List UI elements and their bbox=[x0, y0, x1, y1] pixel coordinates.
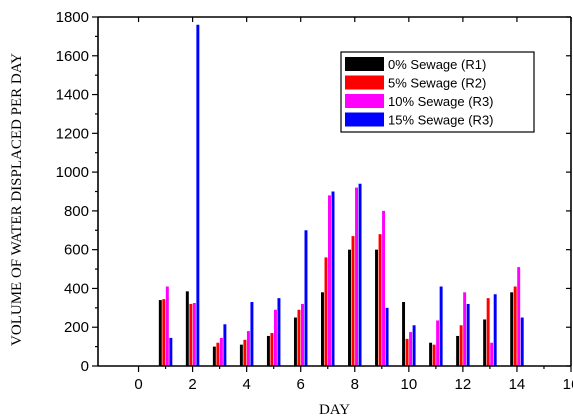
legend-swatch bbox=[345, 112, 384, 127]
x-tick-label: 12 bbox=[455, 376, 472, 393]
bar-day-7-series-4 bbox=[331, 191, 335, 366]
bar-day-11-series-2 bbox=[432, 344, 436, 366]
x-tick-label: 2 bbox=[188, 376, 196, 393]
y-axis-title: VOLUME OF WATER DISPLACED PER DAY bbox=[9, 53, 25, 346]
bar-day-13-series-1 bbox=[483, 319, 487, 366]
bar-day-1-series-4 bbox=[169, 337, 173, 366]
bar-day-3-series-1 bbox=[212, 346, 216, 366]
bar-day-11-series-3 bbox=[436, 320, 440, 366]
bar-day-6-series-4 bbox=[304, 230, 308, 366]
bar-day-4-series-2 bbox=[243, 339, 247, 366]
bar-day-4-series-4 bbox=[250, 302, 254, 366]
bar-day-2-series-3 bbox=[192, 302, 196, 366]
bar-day-5-series-1 bbox=[266, 335, 270, 366]
bar-day-14-series-3 bbox=[517, 267, 521, 366]
bar-day-8-series-3 bbox=[355, 187, 358, 366]
bar-day-10-series-3 bbox=[409, 332, 413, 366]
bar-day-9-series-1 bbox=[375, 249, 378, 366]
bar-day-12-series-1 bbox=[456, 335, 460, 366]
bar-day-10-series-1 bbox=[402, 302, 406, 366]
bar-day-9-series-4 bbox=[385, 307, 389, 366]
bar-day-12-series-2 bbox=[459, 325, 463, 366]
bar-day-2-series-2 bbox=[189, 303, 193, 366]
bar-day-14-series-4 bbox=[520, 317, 524, 366]
ticks-layer: 0 2 4 6 8 10 12 14 16 0 200 400 600 800 1000 1200 1400 16… bbox=[56, 9, 573, 393]
y-tick-label: 600 bbox=[64, 242, 89, 259]
bar-day-3-series-3 bbox=[219, 337, 223, 366]
bar-day-9-series-2 bbox=[378, 234, 382, 366]
x-tick-label: 4 bbox=[242, 376, 250, 393]
bar-day-8-series-1 bbox=[348, 249, 351, 366]
bar-day-7-series-3 bbox=[328, 195, 331, 366]
y-tick-label: 1200 bbox=[56, 125, 89, 142]
bar-day-1-series-1 bbox=[158, 300, 162, 366]
bar-day-8-series-2 bbox=[351, 236, 355, 366]
legend-label: 15% Sewage (R3) bbox=[388, 113, 494, 128]
bar-day-14-series-2 bbox=[513, 286, 517, 366]
x-tick-label: 10 bbox=[400, 376, 417, 393]
y-tick-label: 1000 bbox=[56, 164, 89, 181]
bar-day-13-series-2 bbox=[486, 298, 490, 366]
x-tick-label: 0 bbox=[134, 376, 142, 393]
x-tick-label: 16 bbox=[563, 376, 573, 393]
legend-swatch bbox=[345, 75, 384, 90]
bars-layer bbox=[158, 24, 524, 366]
bar-day-3-series-2 bbox=[216, 342, 220, 366]
bar-day-2-series-4 bbox=[196, 24, 200, 366]
bar-day-3-series-4 bbox=[223, 324, 227, 366]
x-tick-label: 8 bbox=[351, 376, 359, 393]
y-tick-label: 1800 bbox=[56, 9, 89, 26]
legend-swatch bbox=[345, 57, 384, 71]
y-tick-label: 200 bbox=[64, 319, 89, 336]
bar-day-6-series-2 bbox=[297, 309, 301, 366]
bar-day-4-series-1 bbox=[239, 344, 243, 366]
bar-day-4-series-3 bbox=[246, 331, 250, 366]
bar-day-6-series-3 bbox=[301, 303, 304, 366]
bar-day-7-series-2 bbox=[324, 257, 328, 366]
y-tick-label: 1600 bbox=[56, 48, 89, 65]
bar-day-10-series-2 bbox=[405, 338, 409, 366]
y-tick-label: 1400 bbox=[56, 87, 89, 104]
bar-day-9-series-3 bbox=[382, 210, 386, 366]
bar-day-10-series-4 bbox=[412, 325, 416, 366]
bar-day-5-series-4 bbox=[277, 298, 281, 366]
bar-day-13-series-4 bbox=[493, 294, 497, 366]
bar-day-5-series-2 bbox=[270, 333, 274, 366]
bar-day-11-series-1 bbox=[429, 342, 433, 366]
bar-day-12-series-3 bbox=[463, 292, 467, 366]
bar-day-2-series-1 bbox=[185, 291, 189, 366]
bar-day-11-series-4 bbox=[439, 286, 443, 366]
legend-label: 10% Sewage (R3) bbox=[388, 94, 494, 109]
bar-day-8-series-4 bbox=[358, 183, 362, 366]
y-tick-label: 400 bbox=[64, 280, 89, 297]
legend: 0% Sewage (R1) 5% Sewage (R2) 10% Sewage (… bbox=[340, 51, 535, 133]
bar-day-5-series-3 bbox=[273, 309, 277, 366]
bar-day-6-series-1 bbox=[293, 317, 297, 366]
bar-day-12-series-4 bbox=[466, 303, 470, 366]
bar-day-13-series-3 bbox=[490, 342, 494, 366]
bar-day-1-series-3 bbox=[165, 286, 169, 366]
bar-day-14-series-1 bbox=[510, 292, 514, 366]
legend-label: 0% Sewage (R1) bbox=[388, 57, 486, 72]
x-tick-label: 6 bbox=[297, 376, 305, 393]
x-axis-title: DAY bbox=[319, 402, 350, 418]
x-tick-label: 14 bbox=[509, 376, 526, 393]
legend-label: 5% Sewage (R2) bbox=[388, 76, 486, 91]
y-tick-label: 800 bbox=[64, 203, 89, 220]
legend-swatch bbox=[345, 94, 384, 108]
bar-day-7-series-1 bbox=[321, 292, 324, 366]
y-tick-label: 0 bbox=[81, 358, 89, 375]
bar-day-1-series-2 bbox=[162, 299, 166, 366]
